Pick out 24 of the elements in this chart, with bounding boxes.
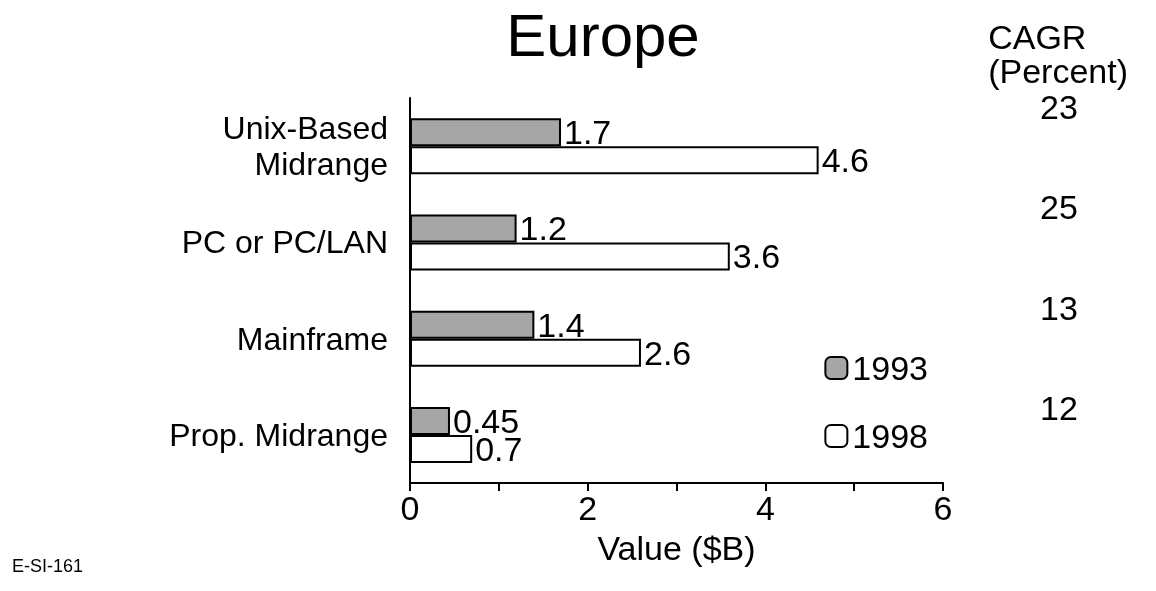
x-tick-label: 6: [933, 489, 953, 527]
data-label: 4.6: [821, 141, 869, 180]
text: 25: [1040, 188, 1078, 227]
data-label: 1.4: [537, 305, 585, 344]
text: 13: [1040, 288, 1078, 327]
y-tick-label: Prop. Midrange: [169, 416, 388, 453]
y-tick-label: Unix-Based Midrange: [222, 110, 388, 183]
y-tick-label: Mainframe: [236, 320, 388, 357]
data-label: 1.7: [564, 113, 612, 152]
legend-label: 1998: [852, 417, 928, 455]
data-label: 1.2: [519, 209, 567, 248]
y-tick-label: PC or PC/LAN: [181, 224, 388, 261]
text: 23: [1040, 88, 1078, 127]
text: 12: [1040, 388, 1078, 427]
text: E-SI-161: [12, 556, 84, 576]
text: CAGR (Percent): [988, 18, 1129, 90]
x-tick-label: 0: [400, 489, 420, 527]
legend-label: 1993: [852, 349, 928, 387]
data-label: 2.6: [643, 333, 692, 372]
x-tick-label: 4: [755, 489, 775, 527]
data-label: 3.6: [732, 237, 781, 276]
chart-title: Europe: [506, 1, 700, 69]
x-tick-label: 2: [578, 489, 598, 527]
x-axis-title: Value ($B): [597, 529, 756, 567]
